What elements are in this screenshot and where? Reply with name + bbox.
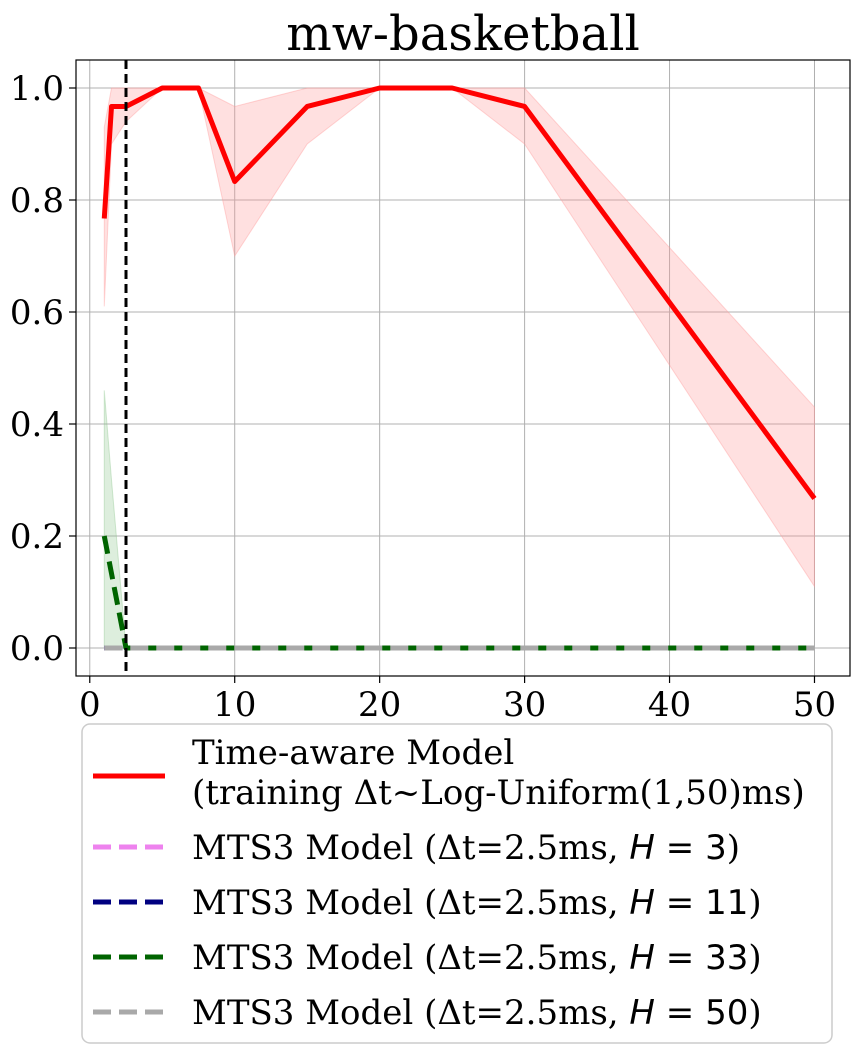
legend-label-mts3-h33-num: 33 bbox=[705, 938, 748, 978]
x-tick-label: 50 bbox=[793, 685, 836, 725]
x-tick-label: 40 bbox=[648, 685, 691, 725]
series-line-3 bbox=[101, 535, 815, 651]
y-tick-label: 1.0 bbox=[10, 69, 64, 109]
legend-label-mts3-h11-prefix: MTS3 Model (Δt=2.5ms, bbox=[192, 883, 629, 923]
legend-label-mts3-h11-num: 11 bbox=[705, 883, 748, 923]
legend-label-mts3-h11-suffix: ) bbox=[748, 883, 761, 923]
legend-label-mts3-h50-suffix: ) bbox=[748, 993, 761, 1033]
legend-box bbox=[81, 723, 833, 1044]
confidence-band-0 bbox=[103, 87, 815, 589]
y-tick-label: 0.2 bbox=[10, 517, 64, 557]
legend: Time-aware Model (training Δt~Log-Unifor… bbox=[81, 723, 833, 1044]
axis-ticks: 0 10 20 30 40 50 0.0 0.2 0.4 0.6 0.8 1.0 bbox=[10, 69, 836, 725]
legend-label-mts3-h33-var: H bbox=[629, 938, 655, 978]
confidence-bands bbox=[103, 87, 815, 649]
legend-label-mts3-h33-prefix: MTS3 Model (Δt=2.5ms, bbox=[192, 938, 629, 978]
x-tick-label: 10 bbox=[213, 685, 256, 725]
legend-label-mts3-h3-suffix: ) bbox=[727, 828, 740, 868]
legend-label-mts3-h11-var: H bbox=[629, 883, 655, 923]
legend-label-mts3-h3-prefix: MTS3 Model (Δt=2.5ms, bbox=[192, 828, 629, 868]
x-tick-label: 30 bbox=[503, 685, 546, 725]
y-tick-label: 0.8 bbox=[10, 181, 64, 221]
legend-label-mts3-h33-suffix: ) bbox=[748, 938, 761, 978]
legend-label-mts3-h50-var: H bbox=[629, 993, 655, 1033]
legend-label-mts3-h50-eq: = bbox=[655, 993, 705, 1033]
legend-label-mts3-h11-eq: = bbox=[655, 883, 705, 923]
chart-title: mw-basketball bbox=[286, 6, 640, 62]
legend-label-mts3-h50-num: 50 bbox=[705, 993, 748, 1033]
legend-label-time-aware-main: Time-aware Model bbox=[192, 733, 514, 773]
confidence-band-3 bbox=[103, 390, 815, 649]
legend-label-mts3-h50-prefix: MTS3 Model (Δt=2.5ms, bbox=[192, 993, 629, 1033]
x-tick-label: 0 bbox=[79, 685, 101, 725]
y-tick-label: 0.6 bbox=[10, 293, 64, 333]
legend-label-mts3-h3-num: 3 bbox=[705, 828, 727, 868]
legend-label-time-aware-sub: (training Δt~Log-Uniform(1,50)ms) bbox=[192, 773, 805, 813]
plot-frame bbox=[75, 59, 851, 677]
legend-label-mts3-h3: MTS3 Model (Δt=2.5ms, H = 3) bbox=[192, 828, 740, 868]
legend-label-mts3-h11: MTS3 Model (Δt=2.5ms, H = 11) bbox=[192, 883, 762, 923]
series-line-0 bbox=[101, 85, 817, 500]
legend-label-mts3-h33-eq: = bbox=[655, 938, 705, 978]
legend-label-mts3-h3-var: H bbox=[629, 828, 655, 868]
legend-label-mts3-h33: MTS3 Model (Δt=2.5ms, H = 33) bbox=[192, 938, 762, 978]
legend-label-mts3-h3-eq: = bbox=[655, 828, 705, 868]
legend-label-mts3-h50: MTS3 Model (Δt=2.5ms, H = 50) bbox=[192, 993, 762, 1033]
y-tick-label: 0.0 bbox=[10, 629, 64, 669]
y-tick-label: 0.4 bbox=[10, 405, 64, 445]
series-lines bbox=[101, 85, 817, 651]
x-tick-label: 20 bbox=[358, 685, 401, 725]
